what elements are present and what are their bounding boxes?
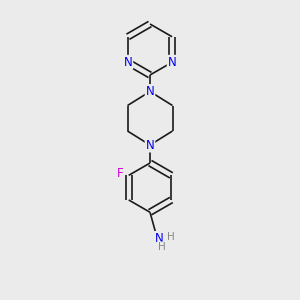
Text: N: N: [154, 232, 164, 245]
Text: H: H: [167, 232, 174, 242]
Text: N: N: [124, 56, 132, 69]
Text: H: H: [158, 242, 165, 252]
Text: N: N: [146, 85, 154, 98]
Text: N: N: [168, 56, 176, 69]
Text: F: F: [116, 167, 123, 180]
Text: N: N: [146, 139, 154, 152]
